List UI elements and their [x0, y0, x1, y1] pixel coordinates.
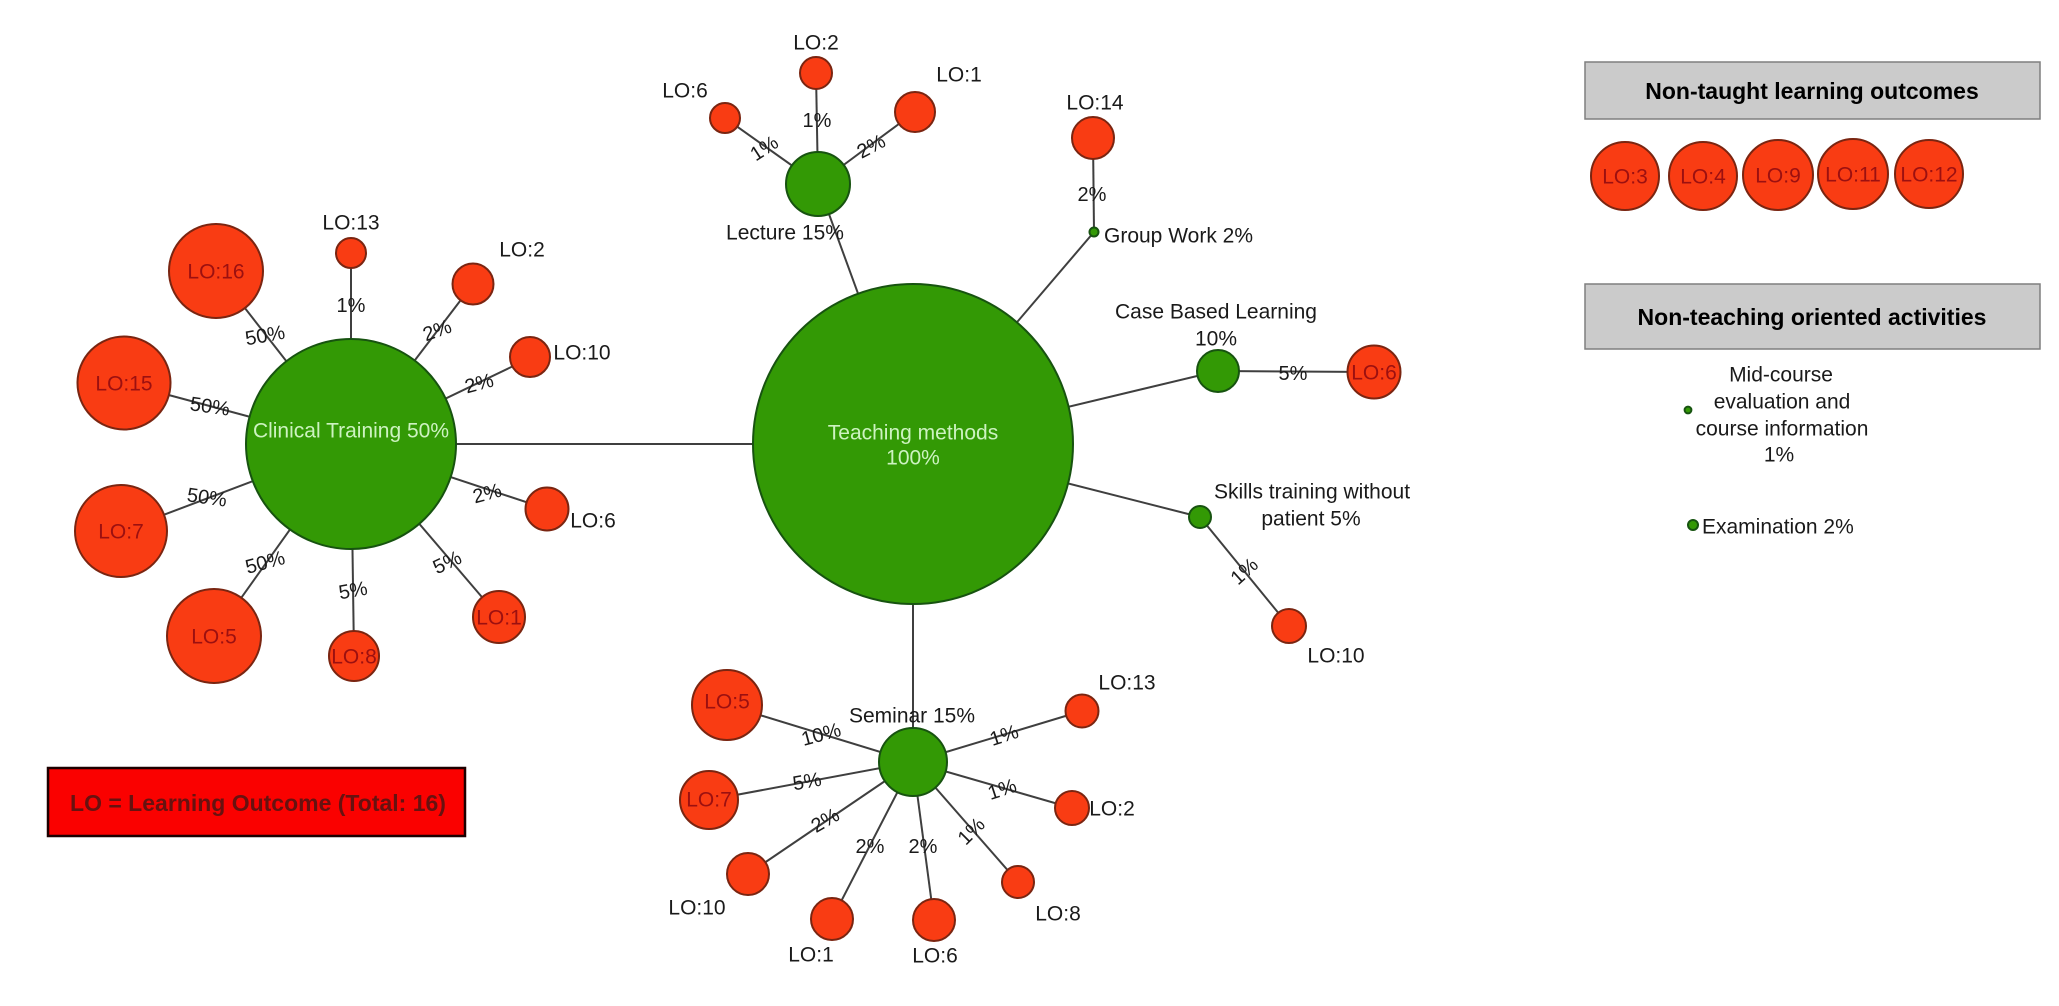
svg-text:LO:16: LO:16	[187, 260, 244, 283]
svg-text:LO = Learning Outcome (Total:: LO = Learning Outcome (Total: 16)	[70, 790, 446, 816]
svg-text:LO:13: LO:13	[1098, 671, 1155, 694]
svg-text:100%: 100%	[886, 446, 940, 469]
svg-text:LO:7: LO:7	[686, 788, 732, 811]
svg-text:LO:8: LO:8	[331, 645, 377, 668]
svg-text:2%: 2%	[856, 836, 885, 858]
svg-text:LO:1: LO:1	[476, 606, 522, 629]
svg-text:5%: 5%	[791, 769, 824, 796]
svg-text:2%: 2%	[909, 836, 938, 858]
svg-text:LO:2: LO:2	[499, 238, 545, 261]
svg-text:Non-teaching oriented activiti: Non-teaching oriented activities	[1638, 304, 1987, 330]
svg-text:LO:3: LO:3	[1602, 165, 1648, 188]
svg-text:Clinical Training 50%: Clinical Training 50%	[253, 419, 449, 442]
svg-text:LO:10: LO:10	[1307, 644, 1364, 667]
svg-text:LO:4: LO:4	[1680, 165, 1726, 188]
svg-text:Non-taught learning outcomes: Non-taught learning outcomes	[1645, 78, 1979, 104]
svg-text:LO:6: LO:6	[662, 79, 708, 102]
svg-text:LO:2: LO:2	[1089, 797, 1135, 820]
svg-text:LO:14: LO:14	[1066, 91, 1124, 114]
svg-text:LO:6: LO:6	[570, 509, 616, 532]
svg-text:5%: 5%	[337, 578, 370, 605]
svg-text:1%: 1%	[803, 110, 832, 132]
svg-text:LO:1: LO:1	[936, 63, 982, 86]
svg-text:course information: course information	[1696, 417, 1869, 440]
svg-text:LO:6: LO:6	[1351, 361, 1397, 384]
svg-text:LO:9: LO:9	[1755, 164, 1801, 187]
svg-text:2%: 2%	[1078, 184, 1107, 206]
svg-text:Seminar 15%: Seminar 15%	[849, 704, 975, 727]
svg-text:10%: 10%	[1195, 327, 1237, 350]
svg-text:Lecture 15%: Lecture 15%	[726, 221, 844, 244]
svg-text:LO:1: LO:1	[788, 943, 834, 966]
svg-text:Teaching methods: Teaching methods	[828, 421, 998, 444]
svg-text:1%: 1%	[337, 295, 366, 317]
svg-text:evaluation and: evaluation and	[1714, 390, 1851, 413]
svg-text:LO:13: LO:13	[322, 211, 379, 234]
svg-text:LO:8: LO:8	[1035, 902, 1081, 925]
svg-text:LO:10: LO:10	[553, 341, 610, 364]
svg-text:LO:10: LO:10	[668, 896, 725, 919]
svg-text:Case Based Learning: Case Based Learning	[1115, 300, 1317, 323]
svg-text:LO:5: LO:5	[704, 690, 750, 713]
svg-text:LO:12: LO:12	[1900, 163, 1957, 186]
svg-text:LO:15: LO:15	[95, 372, 152, 395]
svg-text:Group Work 2%: Group Work 2%	[1104, 224, 1253, 247]
svg-text:LO:2: LO:2	[793, 31, 839, 54]
svg-text:LO:5: LO:5	[191, 625, 237, 648]
svg-text:Skills training without: Skills training without	[1214, 480, 1410, 503]
svg-text:Mid-course: Mid-course	[1729, 363, 1833, 386]
svg-text:5%: 5%	[1279, 363, 1308, 385]
svg-text:1%: 1%	[1764, 443, 1794, 466]
svg-text:LO:6: LO:6	[912, 944, 958, 967]
svg-text:LO:11: LO:11	[1825, 163, 1881, 186]
svg-text:patient 5%: patient 5%	[1261, 507, 1360, 530]
svg-text:Examination 2%: Examination 2%	[1702, 515, 1854, 538]
svg-text:LO:7: LO:7	[98, 520, 144, 543]
